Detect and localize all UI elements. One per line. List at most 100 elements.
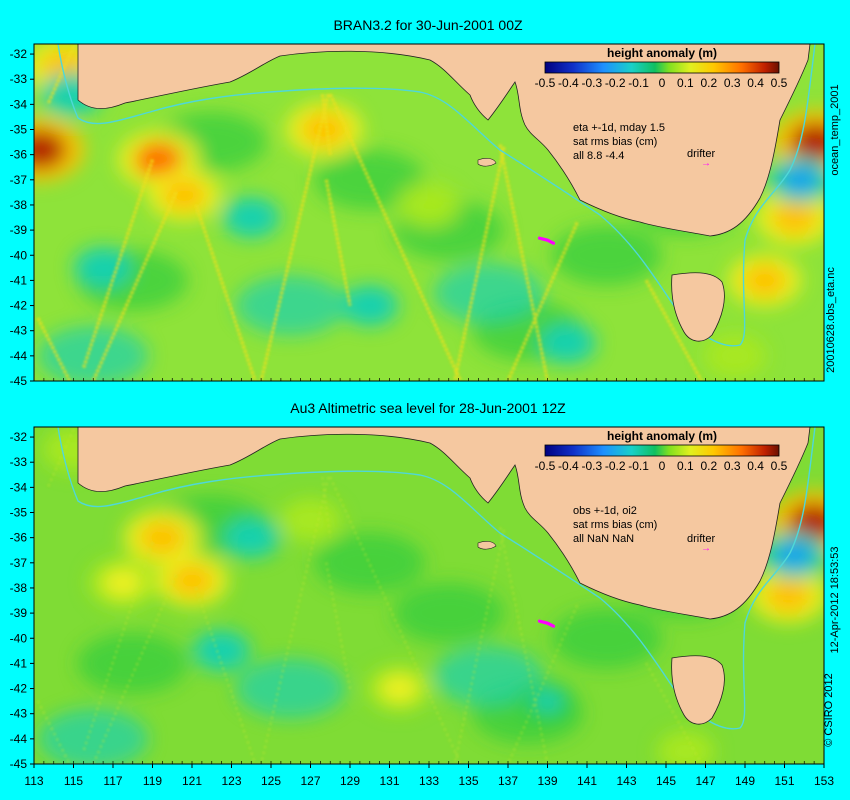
- satellite-track: [195, 587, 257, 764]
- drifter-label: drifter: [687, 148, 715, 160]
- lon-tick-label: 145: [656, 774, 676, 788]
- shelf-isobath: [57, 427, 816, 730]
- anomaly-core: [790, 122, 824, 162]
- colorbar-tick-label: -0.4: [558, 76, 579, 90]
- lon-tick-label: 141: [577, 774, 597, 788]
- colorbar-tick-label: -0.5: [535, 76, 556, 90]
- lat-tick-label: -38: [10, 581, 28, 595]
- lat-tick-label: -33: [10, 455, 28, 469]
- side-label: ocean_temp_2001: [829, 84, 841, 175]
- colorbar-tick-label: -0.2: [605, 76, 626, 90]
- lon-tick-label: 147: [695, 774, 715, 788]
- lat-tick-label: -32: [10, 47, 28, 61]
- colorbar: [544, 61, 780, 74]
- australia-mainland: [77, 427, 811, 620]
- drifter-track: [537, 619, 556, 628]
- anomaly-core: [234, 525, 268, 551]
- satellite-track: [260, 477, 330, 764]
- lat-tick-label: -35: [10, 123, 28, 137]
- satellite-track: [321, 477, 332, 538]
- anomaly-texture: [38, 708, 149, 764]
- shelf-isobath: [57, 44, 816, 347]
- lon-tick-label: 113: [24, 774, 43, 788]
- lon-tick-label: 151: [774, 774, 794, 788]
- lat-tick-label: -40: [10, 631, 28, 645]
- side-label-date: 12-Apr-2012 18:53:53: [829, 546, 841, 653]
- panel-title: BRAN3.2 for 30-Jun-2001 00Z: [333, 17, 523, 33]
- lat-tick-label: -45: [10, 757, 28, 771]
- colorbar-legend: height anomaly (m) -0.5 -0.4 -0.3 -0.2 -0.1 0…: [535, 46, 788, 90]
- lon-tick-label: 131: [379, 774, 399, 788]
- lat-tick-label: -35: [10, 506, 28, 520]
- lon-tick-label: 125: [261, 774, 281, 788]
- colorbar-tick-label: 0: [659, 76, 666, 90]
- info-box: obs +-1d, oi2 sat rms bias (cm) all NaN …: [573, 505, 715, 554]
- satellite-track: [507, 605, 579, 764]
- anomaly-core: [781, 165, 820, 194]
- anomaly-core: [86, 255, 121, 281]
- anomaly-core: [162, 179, 206, 211]
- drifter-path: [537, 236, 556, 245]
- anomaly-texture: [551, 608, 662, 669]
- info-line: obs +-1d, oi2: [573, 505, 637, 517]
- anomaly-texture: [235, 658, 346, 719]
- lat-tick-label: -41: [10, 656, 28, 670]
- anomaly-core: [411, 191, 447, 219]
- satellite-tracks: [36, 45, 703, 381]
- tasmania: [671, 272, 725, 342]
- colorbar-tick-label: 0.4: [747, 459, 764, 473]
- panel-title: Au3 Altimetric sea level for 28-Jun-2001…: [290, 400, 566, 416]
- drifter-path: [537, 619, 556, 628]
- satellite-track: [645, 662, 703, 764]
- lon-tick-label: 115: [64, 774, 83, 788]
- longitude-axis: [33, 378, 825, 381]
- observation-panel: Au3 Altimetric sea level for 28-Jun-2001…: [10, 400, 841, 788]
- kangaroo-island: [477, 541, 497, 550]
- anomaly-core: [102, 567, 143, 598]
- colorbar-tick-label: 0.1: [677, 76, 694, 90]
- lat-tick-label: -43: [10, 707, 28, 721]
- anomaly-core: [772, 200, 817, 235]
- info-line: all NaN NaN: [573, 533, 634, 545]
- lon-tick-label: 143: [616, 774, 636, 788]
- australia-mainland: [77, 44, 811, 237]
- satellite-track: [453, 146, 506, 381]
- colorbar-tick-label: -0.3: [581, 459, 602, 473]
- drifter-track: [537, 236, 556, 245]
- lat-tick-label: -40: [10, 248, 28, 262]
- satellite-track: [453, 529, 506, 764]
- drifter-marker: →: [701, 543, 711, 554]
- side-label-copyright: © CSIRO 2012: [823, 673, 835, 747]
- lat-tick-label: -39: [10, 223, 28, 237]
- satellite-track: [194, 204, 257, 381]
- lon-tick-label: 149: [735, 774, 755, 788]
- satellite-track: [506, 221, 579, 381]
- colorbar: [544, 444, 780, 457]
- colorbar-tick-label: 0.3: [724, 76, 741, 90]
- satellite-track: [82, 542, 154, 752]
- anomaly-core: [775, 541, 814, 570]
- lon-tick-label: 121: [182, 774, 202, 788]
- model-panel: BRAN3.2 for 30-Jun-2001 00Z -32 -33 -34 -35…: [10, 17, 841, 388]
- colorbar-tick-label: -0.3: [581, 76, 602, 90]
- satellite-track: [324, 179, 352, 306]
- anomaly-core: [302, 112, 347, 147]
- colorbar-tick-label: 0.5: [771, 76, 788, 90]
- anomaly-texture: [77, 633, 188, 694]
- lat-tick-label: -39: [10, 606, 28, 620]
- colorbar-ticks: -0.5 -0.4 -0.3 -0.2 -0.1 0 0.1 0.2 0.3 0.4 0.5: [535, 459, 788, 473]
- lon-tick-label: 135: [458, 774, 478, 788]
- info-line: all 8.8 -4.4: [573, 150, 624, 162]
- satellite-track: [320, 94, 332, 155]
- colorbar-tick-label: -0.5: [535, 459, 556, 473]
- satellite-track: [328, 93, 463, 381]
- anomaly-core: [170, 564, 214, 597]
- satellite-track: [329, 476, 462, 764]
- colorbar-tick-label: 0.1: [677, 459, 694, 473]
- lat-tick-label: -44: [10, 732, 28, 746]
- anomaly-texture: [38, 325, 149, 381]
- colorbar-ticks: -0.5 -0.4 -0.3 -0.2 -0.1 0 0.1 0.2 0.3 0.4 0.5: [535, 76, 788, 90]
- anomaly-core: [380, 674, 419, 703]
- anomaly-texture: [314, 532, 425, 593]
